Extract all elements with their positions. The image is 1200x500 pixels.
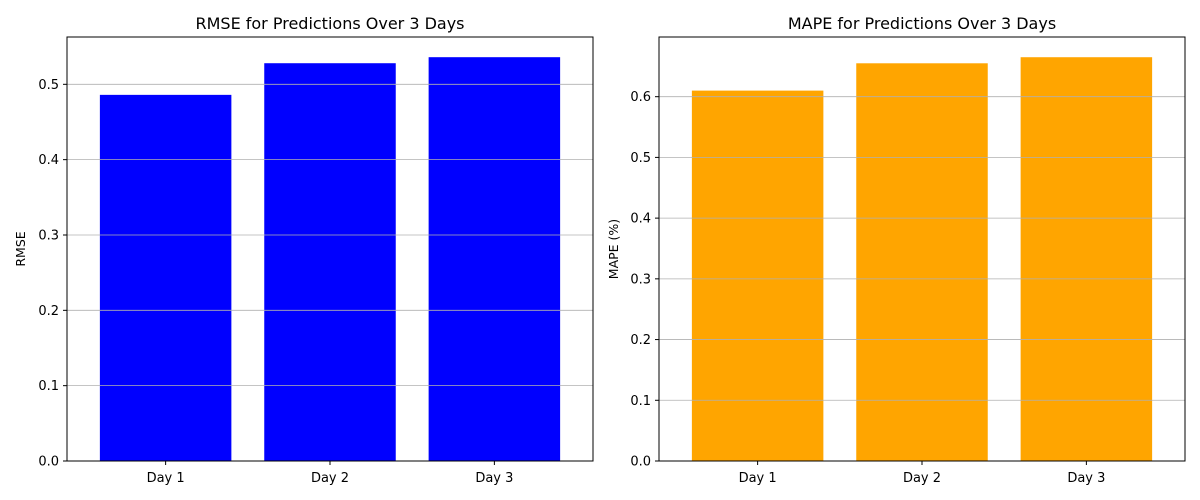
y-tick-label: 0.5: [630, 151, 651, 166]
y-tick-label: 0.0: [630, 455, 651, 470]
chart-panel-1: 0.0 0.1 0.2 0.3 0.4 0.5 Day 1 Day 2 Day 3 RMSE fo…: [13, 14, 594, 486]
y-tick-label: 0.4: [630, 212, 651, 227]
y-tick-label: 0.1: [38, 379, 59, 394]
bars: [691, 57, 1153, 461]
y-tick-label: 0.0: [38, 455, 59, 470]
chart-panel-2: 0.0 0.1 0.2 0.3 0.4 0.5 0.6 Day 1 Day 2 Day 3 MAPE…: [606, 14, 1186, 486]
x-tick-label: Day 2: [311, 471, 349, 486]
y-tick-label: 0.6: [630, 90, 651, 105]
x-tick-label: Day 3: [475, 471, 513, 486]
chart-title: RMSE for Predictions Over 3 Days: [195, 14, 464, 33]
y-tick-label: 0.4: [38, 153, 59, 168]
x-tick-label: Day 1: [147, 471, 185, 486]
bar-day-3: [1020, 57, 1153, 461]
y-axis-label: RMSE: [13, 231, 28, 266]
bar-day-1: [691, 90, 824, 461]
chart-title: MAPE for Predictions Over 3 Days: [788, 14, 1056, 33]
bar-day-2: [264, 63, 396, 462]
bar-day-3: [428, 57, 561, 461]
bar-day-2: [856, 63, 988, 461]
y-tick-label: 0.3: [38, 228, 59, 243]
x-tick-label: Day 3: [1067, 471, 1105, 486]
y-tick-label: 0.3: [630, 272, 651, 287]
y-tick-label: 0.1: [630, 394, 651, 409]
x-tick-label: Day 1: [739, 471, 777, 486]
y-axis-label: MAPE (%): [606, 219, 621, 279]
x-tick-label: Day 2: [903, 471, 941, 486]
y-tick-label: 0.5: [38, 78, 59, 93]
bars: [99, 57, 561, 462]
y-tick-label: 0.2: [38, 304, 59, 319]
y-tick-label: 0.2: [630, 333, 651, 348]
bar-day-1: [99, 94, 232, 461]
